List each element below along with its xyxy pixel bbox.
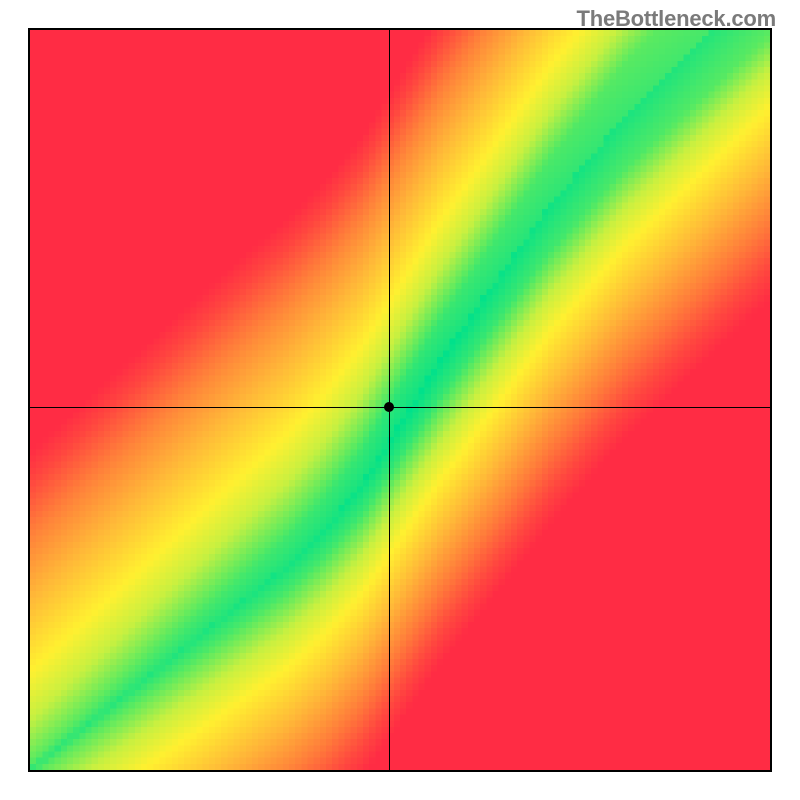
selection-marker [384, 402, 394, 412]
heatmap-canvas [30, 30, 770, 770]
crosshair-vertical [389, 30, 390, 770]
bottleneck-heatmap [28, 28, 772, 772]
crosshair-horizontal [30, 407, 770, 408]
